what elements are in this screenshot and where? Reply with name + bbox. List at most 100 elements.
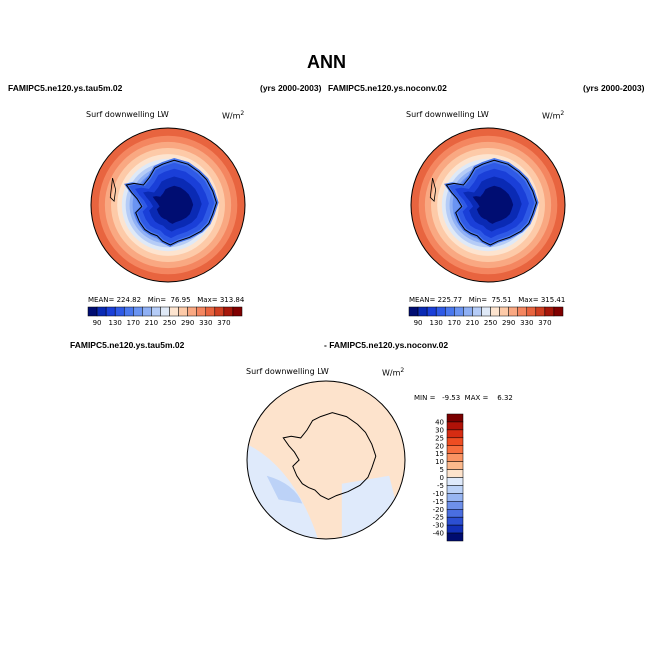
cbar1-swatch (96, 306, 107, 317)
cbar3-swatch (446, 453, 464, 462)
cbar1-swatch (178, 306, 188, 317)
cbar1-tick-label: 330 (199, 319, 212, 327)
cbar1-tick-label: 210 (145, 319, 158, 327)
cbar2-tick-label: 130 (429, 319, 442, 327)
map1-south-america (109, 177, 117, 203)
cbar2-swatch (535, 306, 546, 317)
cbar3-swatch (446, 477, 464, 486)
map2-continent-layer (463, 176, 522, 232)
cbar1-swatch (223, 306, 234, 317)
cbar2-tick-label: 290 (502, 319, 515, 327)
map3-negative-region-2 (341, 475, 405, 539)
cbar1-swatch (87, 306, 98, 317)
cbar2-swatch (463, 306, 473, 317)
map3-field (247, 381, 405, 539)
cbar1-swatch (133, 306, 143, 317)
cbar3-tick-label: -5 (437, 482, 444, 490)
cbar2-tick-label: 90 (414, 319, 423, 327)
cbar2-swatch (544, 306, 555, 317)
panel1-stats: MEAN= 224.82 Min= 76.95 Max= 313.84 (88, 296, 245, 304)
cbar1-swatch (160, 306, 170, 317)
cbar3-tick-label: -25 (433, 514, 444, 522)
map1-continent-layer (135, 168, 209, 239)
cbar2-swatch (417, 306, 428, 317)
cbar3-swatch (446, 445, 464, 454)
panel1-years-label: (yrs 2000-2003) (260, 83, 322, 93)
map1-ring (91, 128, 245, 282)
cbar3-tick-label: 0 (440, 474, 444, 482)
diff-units: W/m2 (382, 367, 405, 378)
map1-field (91, 128, 245, 282)
cbar2-swatch (444, 306, 455, 317)
cbar1-swatch (187, 306, 197, 317)
cbar1-tick-label: 290 (181, 319, 194, 327)
cbar1-tick-label: 370 (217, 319, 230, 327)
map1-ring (125, 162, 211, 248)
map1-continent-layer (128, 162, 215, 244)
cbar2-swatch (481, 306, 491, 317)
panel2-stats: MEAN= 225.77 Min= 75.51 Max= 315.41 (409, 296, 566, 304)
cbar3-tick-label: -15 (433, 498, 444, 506)
cbar3-swatch (446, 524, 464, 534)
cbar3-swatch (446, 493, 464, 502)
cbar2-swatch (408, 306, 419, 317)
cbar3-swatch (446, 429, 464, 439)
map2-ring (452, 169, 524, 241)
map2-south-america (429, 177, 437, 203)
panel1-case-label: FAMIPC5.ne120.ys.tau5m.02 (8, 83, 123, 93)
map2-coastline (445, 159, 538, 246)
map3-negative-patch (266, 475, 303, 504)
cbar1-swatch (205, 306, 216, 317)
cbar3-tick-label: -20 (433, 506, 444, 514)
diff-field-title: Surf downwelling LW (246, 367, 329, 376)
cbar3-tick-label: -40 (433, 530, 444, 538)
map2-continent-layer (472, 185, 514, 224)
map2-ring (424, 141, 552, 269)
cbar3-tick-label: 40 (435, 418, 444, 426)
map2-field (411, 128, 565, 282)
cbar1-swatch (105, 306, 116, 317)
map1-ring (129, 166, 207, 244)
cbar2-swatch (490, 306, 500, 317)
map2-ring (445, 162, 531, 248)
map1-border (90, 127, 246, 283)
map1-ring (117, 154, 219, 256)
cbar2-tick-label: 330 (520, 319, 533, 327)
map1-continent-layer (124, 158, 219, 247)
cbar3-tick-label: 5 (440, 466, 444, 474)
cbar3-swatch (446, 532, 464, 542)
cbar2-tick-label: 250 (484, 319, 497, 327)
map1-ring (98, 135, 238, 275)
map2-ring (431, 148, 545, 262)
cbar2-tick-label: 210 (466, 319, 479, 327)
panel2-units: W/m2 (542, 110, 565, 121)
map2-continent-layer (455, 168, 529, 239)
diff-stats: MIN = -9.53 MAX = 6.32 (414, 394, 513, 402)
cbar1-swatch (232, 306, 243, 317)
cbar2-swatch (526, 306, 537, 317)
cbar2-swatch (499, 306, 509, 317)
cbar2-swatch (454, 306, 464, 317)
cbar3-swatch (446, 421, 464, 431)
map3-base (247, 381, 405, 539)
panel2-years-label: (yrs 2000-2003) (583, 83, 645, 93)
cbar3-tick-label: -10 (433, 490, 444, 498)
map1-ring (132, 169, 204, 241)
cbar3-swatch (446, 413, 464, 423)
cbar2-swatch (508, 306, 518, 317)
panel1-field-title: Surf downwelling LW (86, 110, 169, 119)
cbar3-tick-label: 10 (435, 458, 444, 466)
map2-continent-layer (448, 162, 535, 244)
cbar3-swatch (446, 437, 464, 446)
map2-ring (411, 128, 565, 282)
map2-ring (441, 158, 535, 252)
cbar3-swatch (446, 485, 464, 494)
cbar2-swatch (472, 306, 482, 317)
cbar1-tick-label: 90 (93, 319, 102, 327)
cbar2-swatch (517, 306, 528, 317)
map2-ring (437, 154, 539, 256)
cbar3-swatch (446, 501, 464, 510)
map1-ring (104, 141, 232, 269)
cbar2-swatch (426, 306, 437, 317)
